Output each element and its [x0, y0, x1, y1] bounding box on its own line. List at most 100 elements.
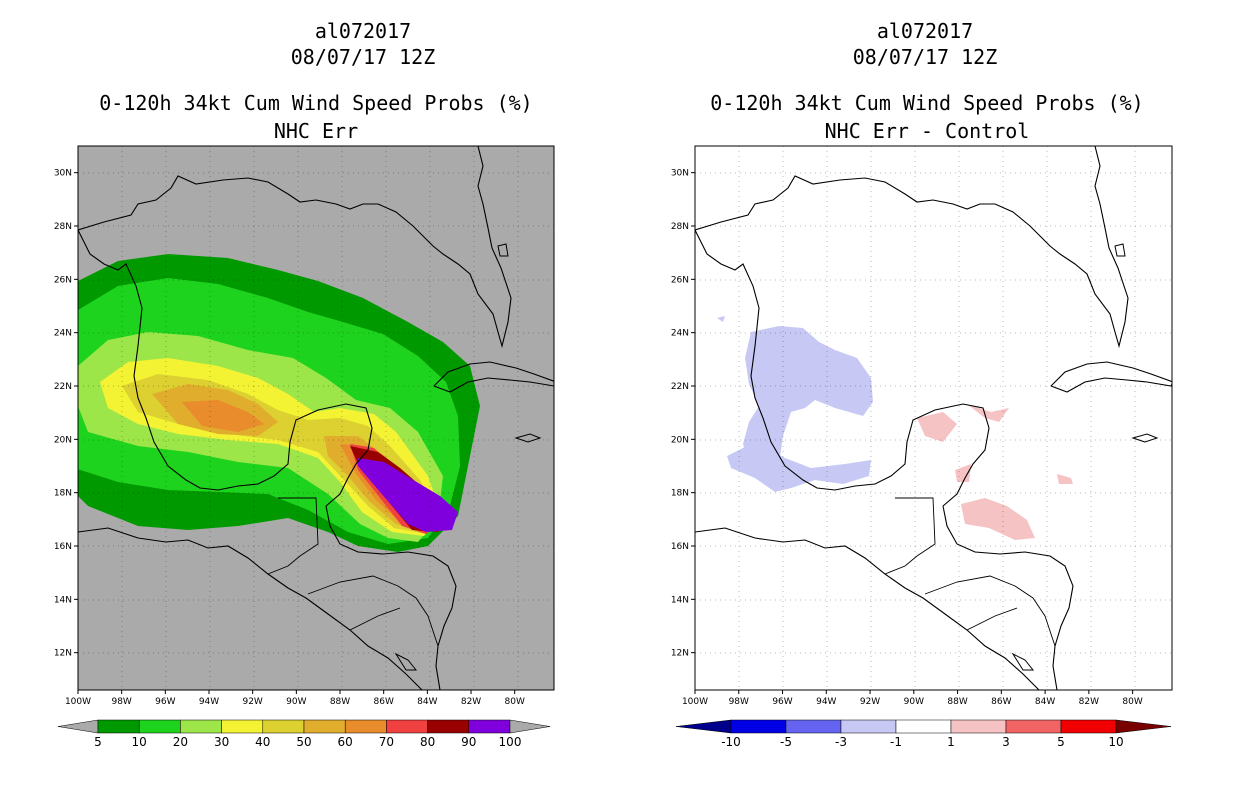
p0-legend-label-50: 50 [296, 735, 311, 749]
p1-legend-label--10: -10 [721, 735, 741, 749]
p0-ytick-14N: 14N [54, 595, 72, 605]
p1-xtick-88W: 88W [947, 697, 967, 707]
diff-negative-area-campeche [727, 442, 871, 492]
p0-legend-swatch-9 [468, 719, 511, 734]
p1-legend-swatch-4 [950, 719, 1007, 734]
left-grid [78, 146, 554, 690]
p1-legend-swatch-0 [730, 719, 787, 734]
diff-positive-area-caribbean [961, 498, 1035, 540]
p0-legend-label-100: 100 [499, 735, 522, 749]
p1-legend-label-1: 1 [947, 735, 955, 749]
p0-xtick-94W: 94W [199, 697, 219, 707]
p1-xtick-96W: 96W [772, 697, 792, 707]
p0-legend-label-70: 70 [379, 735, 394, 749]
p1-ytick-12N: 12N [671, 649, 689, 659]
right-title-storm: al072017 [876, 19, 974, 43]
p1-ytick-28N: 28N [671, 222, 689, 232]
diff-positive-area-belize [955, 464, 971, 482]
p0-legend-label-30: 30 [214, 735, 229, 749]
p0-legend-swatch-7 [386, 719, 428, 734]
p0-xtick-88W: 88W [330, 697, 350, 707]
right-title-date: 08/07/17 12Z [852, 45, 998, 69]
p1-ytick-16N: 16N [671, 542, 689, 552]
p0-xtick-98W: 98W [111, 697, 131, 707]
p1-legend-low-arrow [675, 719, 732, 734]
p0-legend-high-arrow [509, 719, 551, 734]
p1-ytick-18N: 18N [671, 489, 689, 499]
p0-xtick-86W: 86W [374, 697, 394, 707]
right-map-panel [694, 145, 1173, 691]
p1-legend-swatch-2 [840, 719, 897, 734]
p0-ytick-16N: 16N [54, 542, 72, 552]
p0-legend-swatch-8 [427, 719, 470, 734]
p1-legend-swatch-6 [1060, 719, 1117, 734]
p0-legend-label-10: 10 [132, 735, 147, 749]
p1-xtick-92W: 92W [860, 697, 880, 707]
left-title-date: 08/07/17 12Z [290, 45, 436, 69]
p1-ytick-14N: 14N [671, 595, 689, 605]
prob-band-90-100 [358, 458, 458, 532]
p1-ytick-24N: 24N [671, 329, 689, 339]
p0-legend-swatch-0 [97, 719, 140, 734]
p0-ytick-26N: 26N [54, 275, 72, 285]
p0-xtick-92W: 92W [242, 697, 262, 707]
p1-legend-label--3: -3 [835, 735, 847, 749]
p0-legend-label-90: 90 [461, 735, 476, 749]
p0-legend-swatch-5 [303, 719, 346, 734]
p1-legend-label--5: -5 [780, 735, 792, 749]
p1-xtick-90W: 90W [904, 697, 924, 707]
p0-ytick-24N: 24N [54, 329, 72, 339]
diff-negative-area-gulf [743, 326, 873, 472]
p1-xtick-82W: 82W [1079, 697, 1099, 707]
p0-legend-swatch-1 [138, 719, 181, 734]
legends: 5 10 20 30 40 50 60 70 80 90 100 -10 -5 -3 -1 1 3 5 10 [57, 719, 1172, 749]
p0-legend-label-5: 5 [94, 735, 102, 749]
right-title-product: 0-120h 34kt Cum Wind Speed Probs (%) [710, 91, 1144, 115]
p0-ytick-22N: 22N [54, 382, 72, 392]
left-title-storm: al072017 [314, 19, 412, 43]
p0-legend-low-arrow [57, 719, 99, 734]
p1-legend-label-10: 10 [1108, 735, 1123, 749]
p1-legend-label-5: 5 [1057, 735, 1065, 749]
right-title-run: NHC Err - Control [824, 119, 1030, 143]
p0-legend-label-20: 20 [173, 735, 188, 749]
p1-xtick-80W: 80W [1122, 697, 1142, 707]
p0-xtick-96W: 96W [155, 697, 175, 707]
p0-ytick-20N: 20N [54, 435, 72, 445]
left-map-panel [77, 145, 555, 691]
p1-xtick-94W: 94W [816, 697, 836, 707]
p1-ytick-20N: 20N [671, 435, 689, 445]
p0-legend-swatch-6 [344, 719, 387, 734]
p1-legend-swatch-3 [895, 719, 952, 734]
p1-legend-label-3: 3 [1002, 735, 1010, 749]
p0-legend-label-40: 40 [255, 735, 270, 749]
p0-xtick-80W: 80W [505, 697, 525, 707]
p0-xtick-90W: 90W [286, 697, 306, 707]
p1-ytick-26N: 26N [671, 275, 689, 285]
left-title-product: 0-120h 34kt Cum Wind Speed Probs (%) [99, 91, 533, 115]
tick-labels: 100W 98W 96W 94W 92W 90W 88W 86W 84W 82W 80W 30N 28N… [54, 169, 1143, 707]
p0-ytick-18N: 18N [54, 489, 72, 499]
diff-negative-area-small [717, 316, 725, 322]
p0-legend-label-60: 60 [338, 735, 353, 749]
diff-positive-area-channel [967, 404, 1009, 422]
p0-legend-swatch-4 [262, 719, 305, 734]
right-grid [695, 146, 1172, 690]
p1-xtick-98W: 98W [729, 697, 749, 707]
p1-legend-swatch-1 [785, 719, 842, 734]
p0-xtick-82W: 82W [461, 697, 481, 707]
p0-xtick-84W: 84W [417, 697, 437, 707]
p1-legend-label--1: -1 [890, 735, 902, 749]
prob-band-60 [182, 400, 440, 532]
p1-xtick-84W: 84W [1035, 697, 1055, 707]
p1-xtick-100W: 100W [682, 697, 708, 707]
p0-legend-swatch-2 [180, 719, 222, 734]
p1-xtick-86W: 86W [991, 697, 1011, 707]
p0-legend-swatch-3 [221, 719, 264, 734]
diff-positive-area-yucatan [917, 412, 957, 442]
p0-ytick-30N: 30N [54, 169, 72, 179]
p0-ytick-12N: 12N [54, 649, 72, 659]
diff-positive-area-east [1057, 474, 1073, 484]
p1-legend-swatch-5 [1005, 719, 1062, 734]
